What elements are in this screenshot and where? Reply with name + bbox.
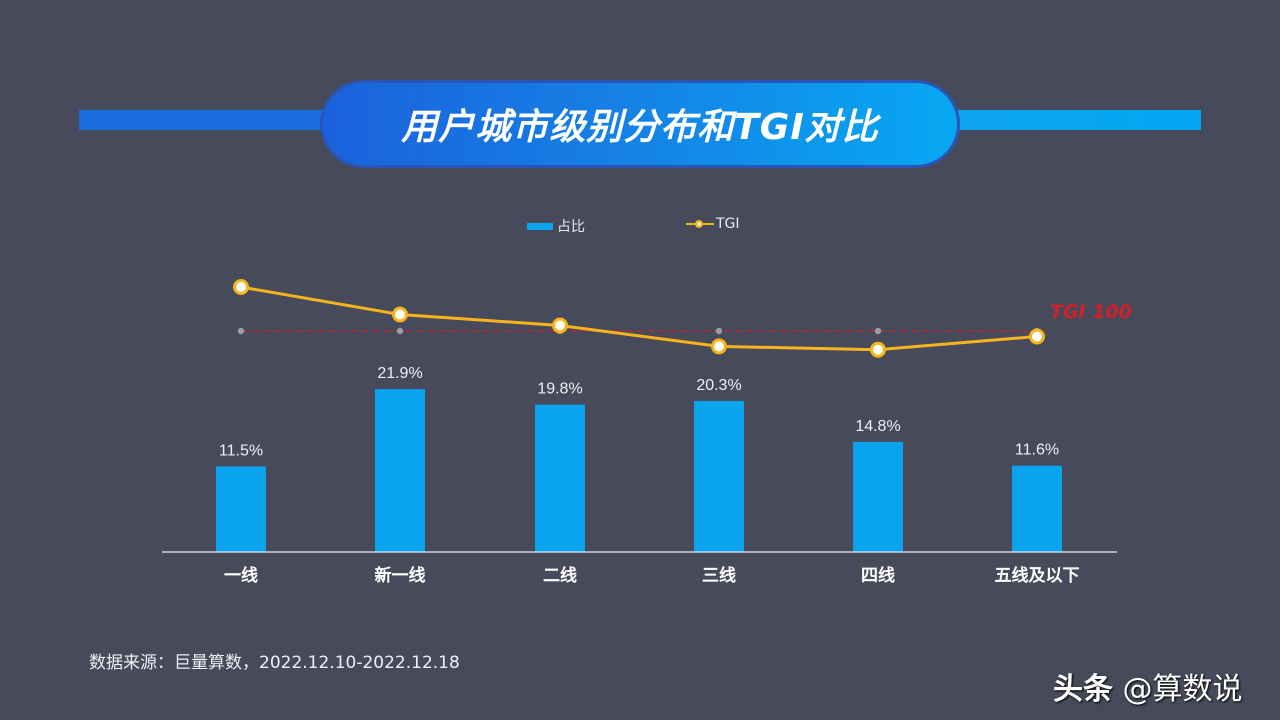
x-axis-category-label: 一线	[224, 565, 258, 586]
chart-legend: 占比 TGI	[0, 216, 1280, 238]
tgi-point-marker[interactable]	[233, 279, 249, 295]
tgi-point-marker[interactable]	[552, 317, 568, 334]
legend-item-share[interactable]: 占比	[527, 216, 585, 236]
legend-label-tgi: TGI	[716, 216, 740, 232]
watermark: 头条 @算数说	[1053, 664, 1243, 708]
reference-dot	[237, 327, 245, 335]
legend-item-tgi[interactable]: TGI	[686, 216, 740, 232]
x-axis-category-label: 三线	[702, 565, 736, 586]
x-axis-category-label: 四线	[861, 565, 895, 586]
reference-dot	[715, 327, 723, 335]
reference-line: TGI 100	[237, 301, 1132, 335]
watermark-brand: 头条	[1053, 672, 1113, 707]
x-axis-category-label: 五线及以下	[995, 565, 1080, 586]
x-axis-labels: 一线 新一线 二线 三线 四线 五线及以下	[224, 565, 1080, 586]
reference-dot	[874, 327, 882, 335]
bar[interactable]	[535, 404, 585, 552]
bar[interactable]	[216, 466, 266, 552]
x-axis-category-label: 新一线	[375, 565, 426, 586]
bar-value-label: 11.5%	[219, 442, 263, 459]
tgi-point-marker[interactable]	[711, 338, 727, 355]
data-source-note: 数据来源：巨量算数，2022.12.10-2022.12.18	[89, 653, 460, 673]
line-marker-swatch-icon	[686, 220, 714, 228]
page-title: 用户城市级别分布和TGI对比	[401, 107, 879, 148]
title-decor-bar-left	[79, 110, 341, 130]
bar-value-label: 20.3%	[696, 377, 741, 394]
bar[interactable]	[375, 389, 425, 552]
bar-swatch-icon	[527, 222, 553, 230]
bar[interactable]	[1012, 465, 1062, 552]
tgi-point-marker[interactable]	[392, 306, 408, 323]
bar-value-label: 14.8%	[855, 418, 900, 435]
line-series	[233, 279, 1045, 358]
x-axis-category-label: 二线	[543, 565, 577, 586]
watermark-handle: @算数说	[1122, 672, 1243, 707]
bar-value-label: 11.6%	[1015, 442, 1059, 459]
reference-label: TGI 100	[1050, 301, 1132, 323]
bar-value-label: 19.8%	[537, 381, 582, 398]
title-banner: 用户城市级别分布和TGI对比	[320, 80, 960, 168]
bar[interactable]	[853, 441, 903, 552]
legend-label-share: 占比	[557, 219, 585, 235]
bar-series: 11.5% 21.9% 19.8% 20.3% 14.8% 11.6%	[216, 365, 1062, 552]
bar-value-label: 21.9%	[377, 365, 422, 382]
bar[interactable]	[694, 400, 744, 552]
tgi-point-marker[interactable]	[1029, 328, 1045, 345]
tgi-point-marker[interactable]	[870, 341, 886, 358]
tgi-line	[240, 285, 1038, 352]
title-decor-bar-right	[940, 110, 1201, 130]
reference-dot	[396, 327, 404, 335]
